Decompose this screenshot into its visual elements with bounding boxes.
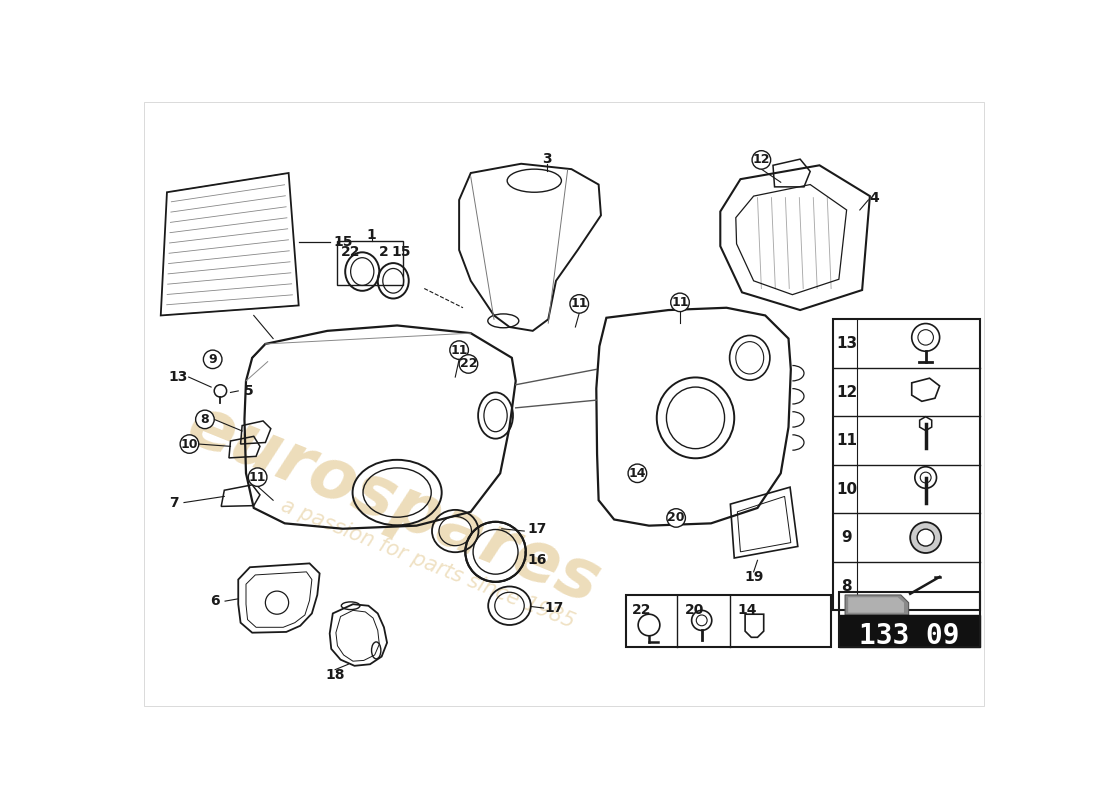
Text: 10: 10 bbox=[180, 438, 198, 450]
Text: 4: 4 bbox=[869, 190, 879, 205]
Polygon shape bbox=[848, 598, 904, 613]
Text: 11: 11 bbox=[671, 296, 689, 309]
Text: 9: 9 bbox=[208, 353, 217, 366]
Circle shape bbox=[459, 354, 477, 373]
Text: 15: 15 bbox=[333, 235, 353, 250]
Text: 17: 17 bbox=[528, 522, 547, 536]
Text: 16: 16 bbox=[528, 553, 547, 566]
Bar bbox=[839, 615, 980, 647]
Bar bbox=[338, 241, 404, 286]
Circle shape bbox=[204, 350, 222, 369]
Text: 9: 9 bbox=[842, 530, 851, 545]
Text: 10: 10 bbox=[836, 482, 857, 497]
Text: 15: 15 bbox=[392, 245, 410, 258]
Text: 8: 8 bbox=[842, 578, 851, 594]
Text: 14: 14 bbox=[737, 602, 757, 617]
Text: a passion for parts since 1985: a passion for parts since 1985 bbox=[278, 496, 578, 633]
Polygon shape bbox=[845, 595, 909, 615]
Text: 20: 20 bbox=[684, 602, 704, 617]
Circle shape bbox=[667, 509, 685, 527]
Circle shape bbox=[180, 435, 199, 454]
Bar bbox=[839, 592, 980, 647]
Text: 6: 6 bbox=[210, 594, 220, 608]
Text: 133 09: 133 09 bbox=[859, 622, 959, 650]
Text: 3: 3 bbox=[542, 152, 551, 166]
Text: 17: 17 bbox=[544, 601, 564, 615]
Circle shape bbox=[671, 293, 690, 312]
Text: 7: 7 bbox=[169, 495, 178, 510]
Text: 11: 11 bbox=[450, 344, 468, 357]
Circle shape bbox=[628, 464, 647, 482]
Text: 1: 1 bbox=[366, 227, 376, 242]
Circle shape bbox=[917, 529, 934, 546]
Text: 22: 22 bbox=[631, 602, 651, 617]
Bar bbox=[626, 595, 832, 647]
Circle shape bbox=[752, 150, 771, 169]
Text: 13: 13 bbox=[168, 370, 187, 384]
Text: 14: 14 bbox=[628, 467, 646, 480]
Text: 13: 13 bbox=[836, 336, 857, 351]
Text: 12: 12 bbox=[836, 385, 857, 399]
Text: 11: 11 bbox=[249, 470, 266, 484]
Text: 19: 19 bbox=[744, 570, 763, 584]
Text: 2: 2 bbox=[379, 245, 388, 258]
Text: 18: 18 bbox=[326, 668, 345, 682]
Text: 12: 12 bbox=[752, 154, 770, 166]
Text: 11: 11 bbox=[836, 433, 857, 448]
Text: 22: 22 bbox=[341, 245, 361, 258]
Circle shape bbox=[570, 294, 589, 313]
Circle shape bbox=[450, 341, 469, 359]
Text: 11: 11 bbox=[571, 298, 588, 310]
Text: 5: 5 bbox=[243, 384, 253, 398]
Circle shape bbox=[249, 468, 267, 486]
Bar bbox=[833, 319, 980, 610]
Text: 20: 20 bbox=[668, 511, 685, 525]
Circle shape bbox=[196, 410, 214, 429]
Circle shape bbox=[910, 522, 942, 553]
Text: 8: 8 bbox=[200, 413, 209, 426]
Text: eurospares: eurospares bbox=[177, 390, 609, 618]
Text: 22: 22 bbox=[460, 358, 477, 370]
